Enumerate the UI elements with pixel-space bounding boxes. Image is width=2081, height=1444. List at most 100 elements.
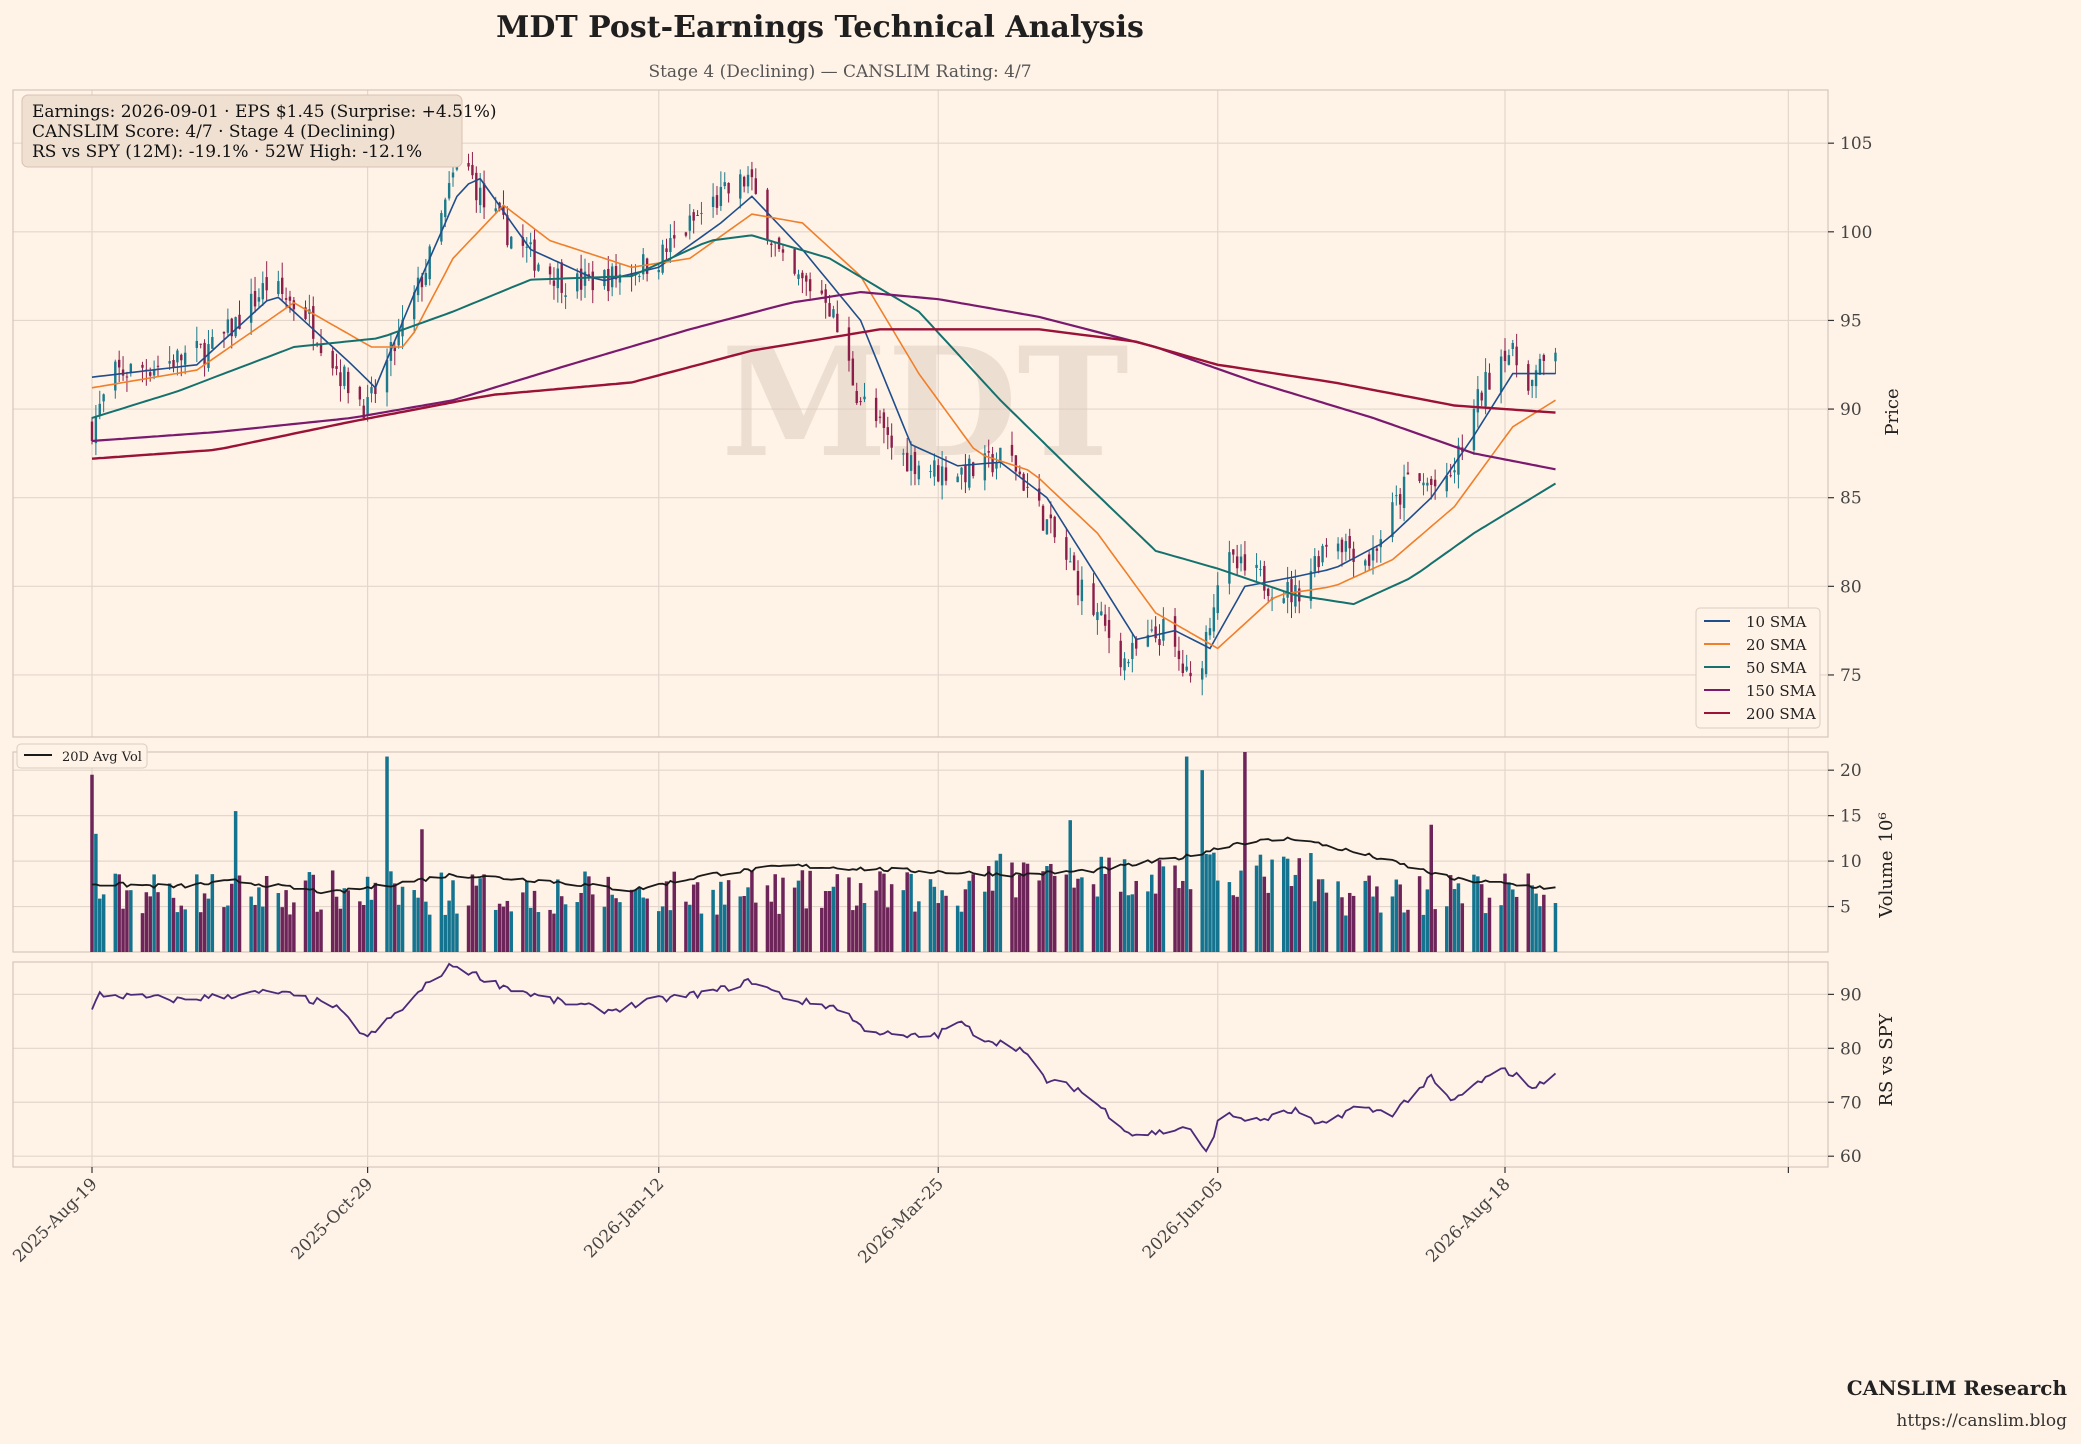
volume-bar (792, 887, 797, 952)
volume-bar (668, 910, 673, 952)
volume-bar (183, 909, 187, 952)
candle-body (929, 471, 932, 473)
candle-body (1499, 356, 1503, 393)
candle-body (253, 291, 257, 307)
volume-scale-label: 10⁶ (1876, 812, 1897, 842)
volume-bar (338, 908, 343, 952)
candle-body (346, 371, 350, 394)
volume-bar (1041, 871, 1045, 952)
candle-body (591, 271, 594, 291)
volume-bar (808, 870, 812, 952)
volume-bar (311, 874, 316, 952)
candle-body (1239, 556, 1243, 564)
candle-body (746, 174, 750, 187)
volume-bar (1153, 893, 1158, 952)
volume-bar (334, 896, 339, 952)
volume-bar (983, 891, 987, 952)
volume-bar (645, 898, 649, 952)
volume-tick-label: 5 (1840, 898, 1851, 918)
volume-bar (303, 880, 308, 952)
candle-body (890, 435, 893, 448)
candle-body (420, 276, 424, 288)
candle-body (1041, 505, 1045, 531)
volume-bar (393, 883, 397, 952)
rs-line (91, 962, 1557, 1153)
candle-body (401, 319, 404, 337)
volume-bar (369, 899, 374, 952)
candle-body (1422, 482, 1425, 486)
info-box-bg (21, 94, 463, 168)
volume-bar (1212, 852, 1216, 952)
volume-bar (851, 910, 855, 952)
volume-bar (606, 876, 611, 952)
candle-body (1344, 541, 1348, 552)
volume-bar (1021, 862, 1026, 952)
volume-bar (1530, 885, 1534, 952)
candle-body (1135, 638, 1138, 649)
volume-bar (1239, 870, 1243, 952)
candle-body (1049, 514, 1053, 519)
candle-body (1371, 548, 1375, 561)
volume-bar (478, 878, 482, 952)
candle-body (537, 264, 540, 271)
volume-bar (777, 913, 781, 952)
candle-body (195, 340, 199, 348)
candle-body (238, 314, 241, 329)
candle-body (203, 342, 206, 365)
candle-body (172, 359, 175, 368)
volume-bar (1157, 860, 1162, 952)
candle-body (1352, 548, 1355, 562)
candle-body (715, 195, 719, 208)
candle-body (1216, 585, 1219, 614)
volume-bar (1297, 858, 1302, 952)
candle-body (905, 452, 909, 472)
volume-bar (1542, 894, 1546, 952)
candle-body (727, 182, 730, 194)
volume-bar (536, 912, 541, 952)
tick-labels: 2025-Aug-19 2025-Oct-29 2026-Jan-12 2026-Ma… (9, 134, 1872, 1268)
candle-body (312, 306, 315, 339)
candle-body (358, 386, 362, 400)
volume-bar (971, 874, 975, 952)
volume-legend-box (16, 743, 148, 769)
candle-body (878, 416, 882, 418)
volume-bar (237, 875, 242, 952)
candle-body (451, 172, 455, 178)
volume-bar (1243, 752, 1247, 952)
candle-body (1503, 350, 1507, 362)
volume-bar (1150, 874, 1154, 952)
volume-bar (1456, 883, 1461, 952)
candle-body (385, 360, 389, 393)
volume-bar (835, 874, 840, 952)
volume-bar (715, 914, 719, 952)
candle-body (440, 213, 443, 242)
candle-body (1150, 629, 1153, 631)
candle-body (909, 455, 913, 471)
volume-bar (886, 907, 890, 952)
candle-body (937, 465, 940, 482)
candle-body (478, 187, 482, 206)
volume-bar (98, 898, 102, 952)
volume-bar (556, 879, 560, 952)
rs-tick-label: 90 (1840, 985, 1862, 1005)
volume-bar (618, 902, 622, 952)
volume-bar (1293, 874, 1298, 952)
volume-bar (754, 902, 758, 952)
candle-body (199, 343, 202, 345)
volume-bar (901, 890, 906, 952)
volume-bar (1258, 854, 1263, 952)
volume-bar (854, 905, 859, 952)
candle-body (1189, 672, 1192, 677)
volume-bar (800, 870, 805, 952)
candle-body (475, 172, 478, 201)
candle-body (149, 372, 152, 376)
volume-legend: 20D Avg Vol (16, 743, 148, 769)
volume-bar (591, 894, 595, 952)
sma-line-10-sma (91, 177, 1556, 650)
candle-body (1053, 516, 1056, 538)
candle-body (1317, 556, 1320, 568)
candle-body (183, 352, 187, 365)
volume-bar (365, 876, 370, 952)
volume-bar (1068, 820, 1072, 952)
